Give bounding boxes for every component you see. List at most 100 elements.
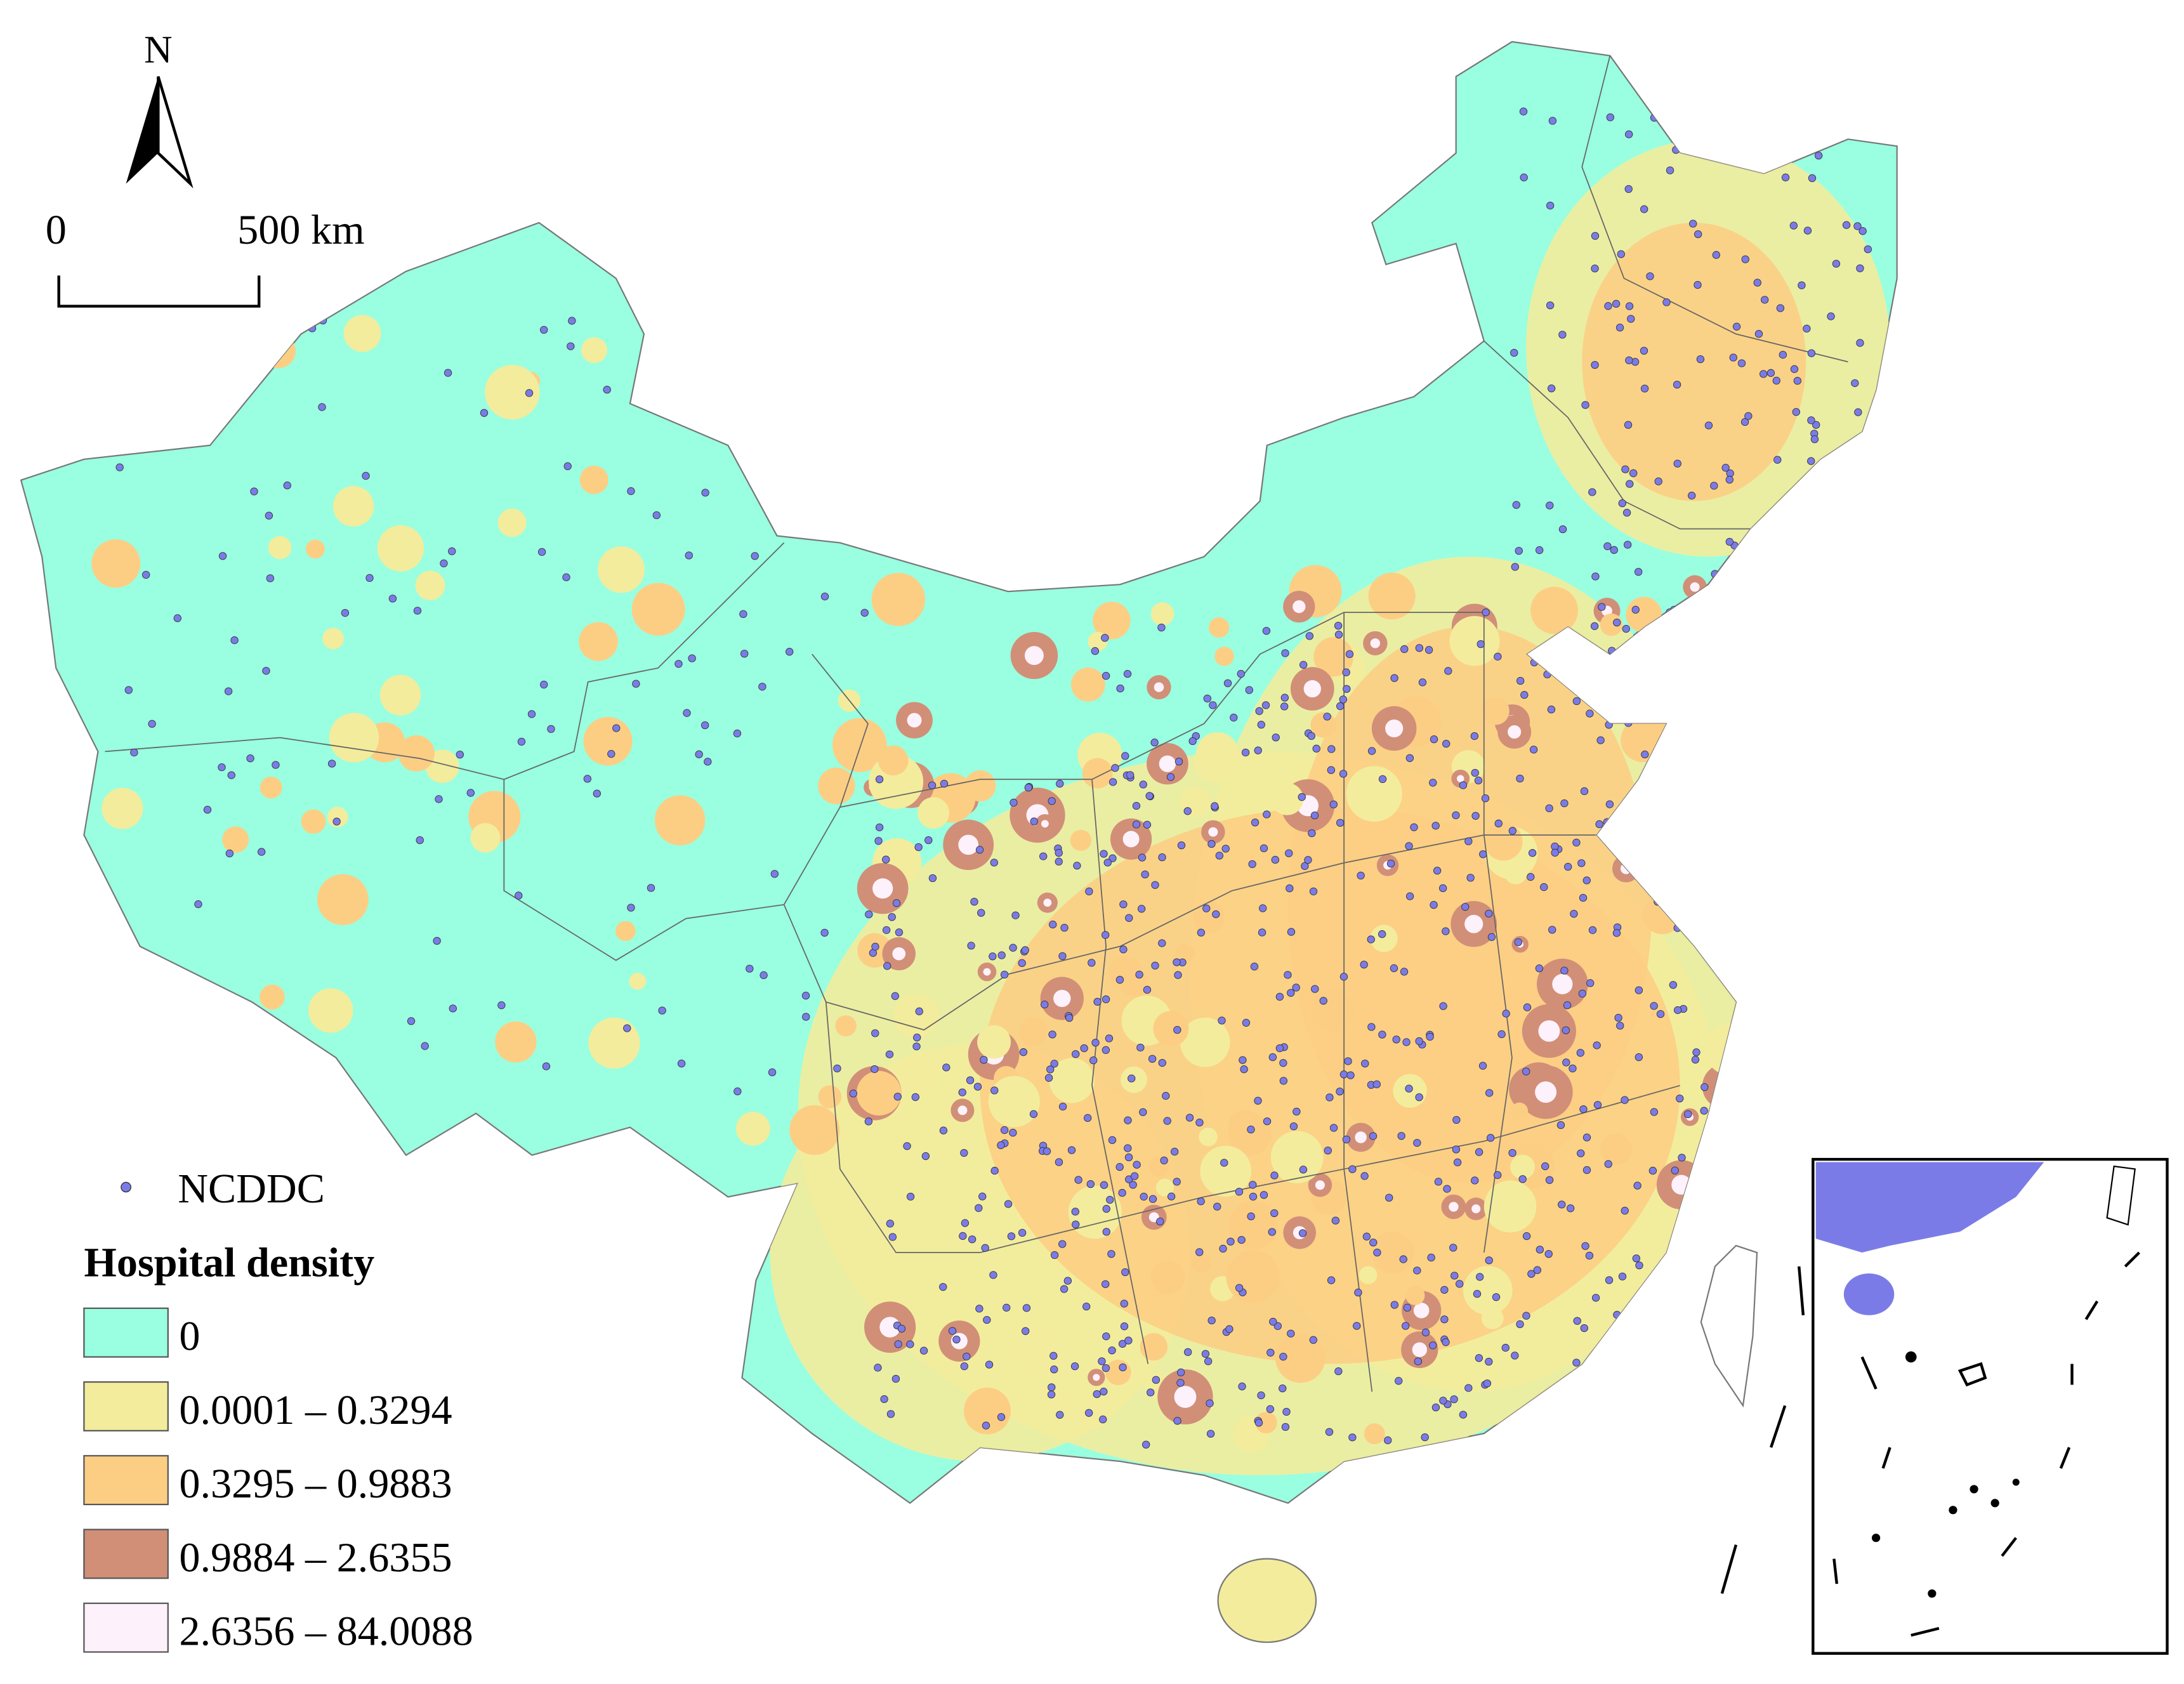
- density-blob: [1368, 572, 1416, 620]
- arrow-left: [126, 76, 159, 184]
- ncddc-point: [1000, 970, 1009, 979]
- ncddc-point: [1326, 1093, 1334, 1102]
- density-blob: [260, 776, 282, 799]
- ncddc-point: [1102, 1046, 1110, 1055]
- ncddc-point: [1735, 563, 1744, 572]
- ncddc-point: [1543, 670, 1551, 679]
- density-blob: [631, 582, 685, 636]
- ncddc-point: [1007, 1232, 1016, 1240]
- ncddc-point: [1475, 1148, 1483, 1156]
- ncddc-point: [1331, 1216, 1340, 1225]
- ncddc-point: [1360, 1172, 1369, 1180]
- ncddc-point: [1301, 862, 1309, 871]
- ncddc-point: [1056, 779, 1064, 788]
- ncddc-point: [1385, 1194, 1393, 1202]
- ncddc-point: [1136, 1043, 1145, 1052]
- ncddc-point: [1848, 562, 1856, 570]
- ncddc-point: [1527, 1270, 1536, 1278]
- ncddc-point: [885, 1050, 894, 1058]
- ncddc-point: [1070, 1362, 1079, 1371]
- ncddc-point: [332, 817, 341, 826]
- density-core: [1552, 973, 1573, 994]
- ncddc-point: [1546, 201, 1555, 210]
- density-blob: [1637, 811, 1671, 845]
- arrow-right: [157, 76, 194, 188]
- density-blob: [615, 921, 636, 942]
- ncddc-point: [1729, 353, 1737, 362]
- density-core: [1148, 1212, 1159, 1223]
- density-blob: [654, 795, 706, 846]
- legend-swatch: [83, 1529, 169, 1579]
- ncddc-point: [1258, 928, 1266, 937]
- ncddc-point: [1740, 418, 1749, 426]
- ncddc-point: [1257, 1391, 1265, 1400]
- ncddc-point: [1442, 1338, 1450, 1346]
- ncddc-point: [218, 763, 226, 772]
- ncddc-point: [603, 386, 611, 394]
- ncddc-point: [1757, 550, 1766, 559]
- ncddc-point: [1474, 776, 1483, 785]
- ncddc-point: [1279, 1384, 1287, 1393]
- ncddc-point: [1512, 501, 1520, 509]
- ncddc-point: [1560, 799, 1569, 808]
- ncddc-point: [1207, 839, 1216, 848]
- density-blob: [1070, 668, 1105, 702]
- ncddc-point: [1262, 627, 1271, 635]
- density-core: [1456, 775, 1464, 782]
- density-blob: [1049, 1058, 1095, 1103]
- ncddc-point: [1044, 1074, 1053, 1082]
- ncddc-point: [1157, 623, 1166, 632]
- density-blob: [497, 508, 527, 537]
- ncddc-point: [1424, 646, 1433, 654]
- ncddc-point: [1522, 1067, 1530, 1076]
- ncddc-point: [93, 1029, 102, 1037]
- density-blob: [1119, 968, 1148, 997]
- taiwan: [1700, 1244, 1758, 1408]
- ncddc-point: [1671, 1312, 1680, 1320]
- legend-label: 0.3295 – 0.9883: [179, 1461, 452, 1507]
- density-blob: [322, 628, 345, 650]
- density-core: [1122, 831, 1140, 848]
- ncddc-point: [688, 654, 696, 662]
- ncddc-point: [874, 837, 883, 845]
- density-blob: [260, 984, 285, 1010]
- ncddc-point: [1572, 1358, 1581, 1367]
- ncddc-point: [1400, 968, 1409, 976]
- ncddc-point: [1438, 884, 1447, 892]
- ncddc-point: [1048, 1383, 1056, 1391]
- ncddc-point: [1289, 1122, 1298, 1131]
- density-blob: [1105, 1359, 1131, 1386]
- density-blob: [1697, 1192, 1722, 1218]
- ncddc-point: [1673, 1349, 1681, 1357]
- ncddc-point: [1612, 299, 1621, 308]
- ncddc-point: [882, 855, 890, 864]
- ncddc-point: [1712, 251, 1721, 259]
- ncddc-point: [1475, 1273, 1484, 1281]
- density-blob: [878, 745, 909, 776]
- ncddc-point: [1082, 1303, 1091, 1311]
- ncddc-point: [1482, 608, 1490, 617]
- ncddc-point: [1678, 1154, 1686, 1162]
- ncddc-point: [1659, 1356, 1668, 1364]
- ncddc-point: [1204, 1357, 1213, 1365]
- density-core: [1174, 1386, 1197, 1408]
- ncddc-point: [1245, 686, 1253, 694]
- ncddc-point: [1323, 713, 1331, 721]
- density-core: [1315, 1180, 1325, 1190]
- density-blob: [1626, 596, 1662, 633]
- ncddc-point: [1174, 971, 1182, 979]
- ncddc-point: [1434, 1178, 1443, 1186]
- ncddc-point: [1546, 501, 1554, 510]
- density-blob: [398, 735, 435, 772]
- ncddc-point: [1569, 1423, 1578, 1431]
- ncddc-point: [1188, 737, 1197, 746]
- legend-label: 2.6356 – 84.0088: [179, 1608, 473, 1655]
- ncddc-point: [1842, 221, 1851, 229]
- ncddc-point: [227, 771, 235, 779]
- ncddc-point: [1088, 959, 1096, 967]
- dash: [1770, 1405, 1787, 1448]
- ncddc-point: [1618, 499, 1626, 508]
- ncddc-point: [1373, 1248, 1381, 1257]
- ncddc-point: [1700, 1083, 1709, 1091]
